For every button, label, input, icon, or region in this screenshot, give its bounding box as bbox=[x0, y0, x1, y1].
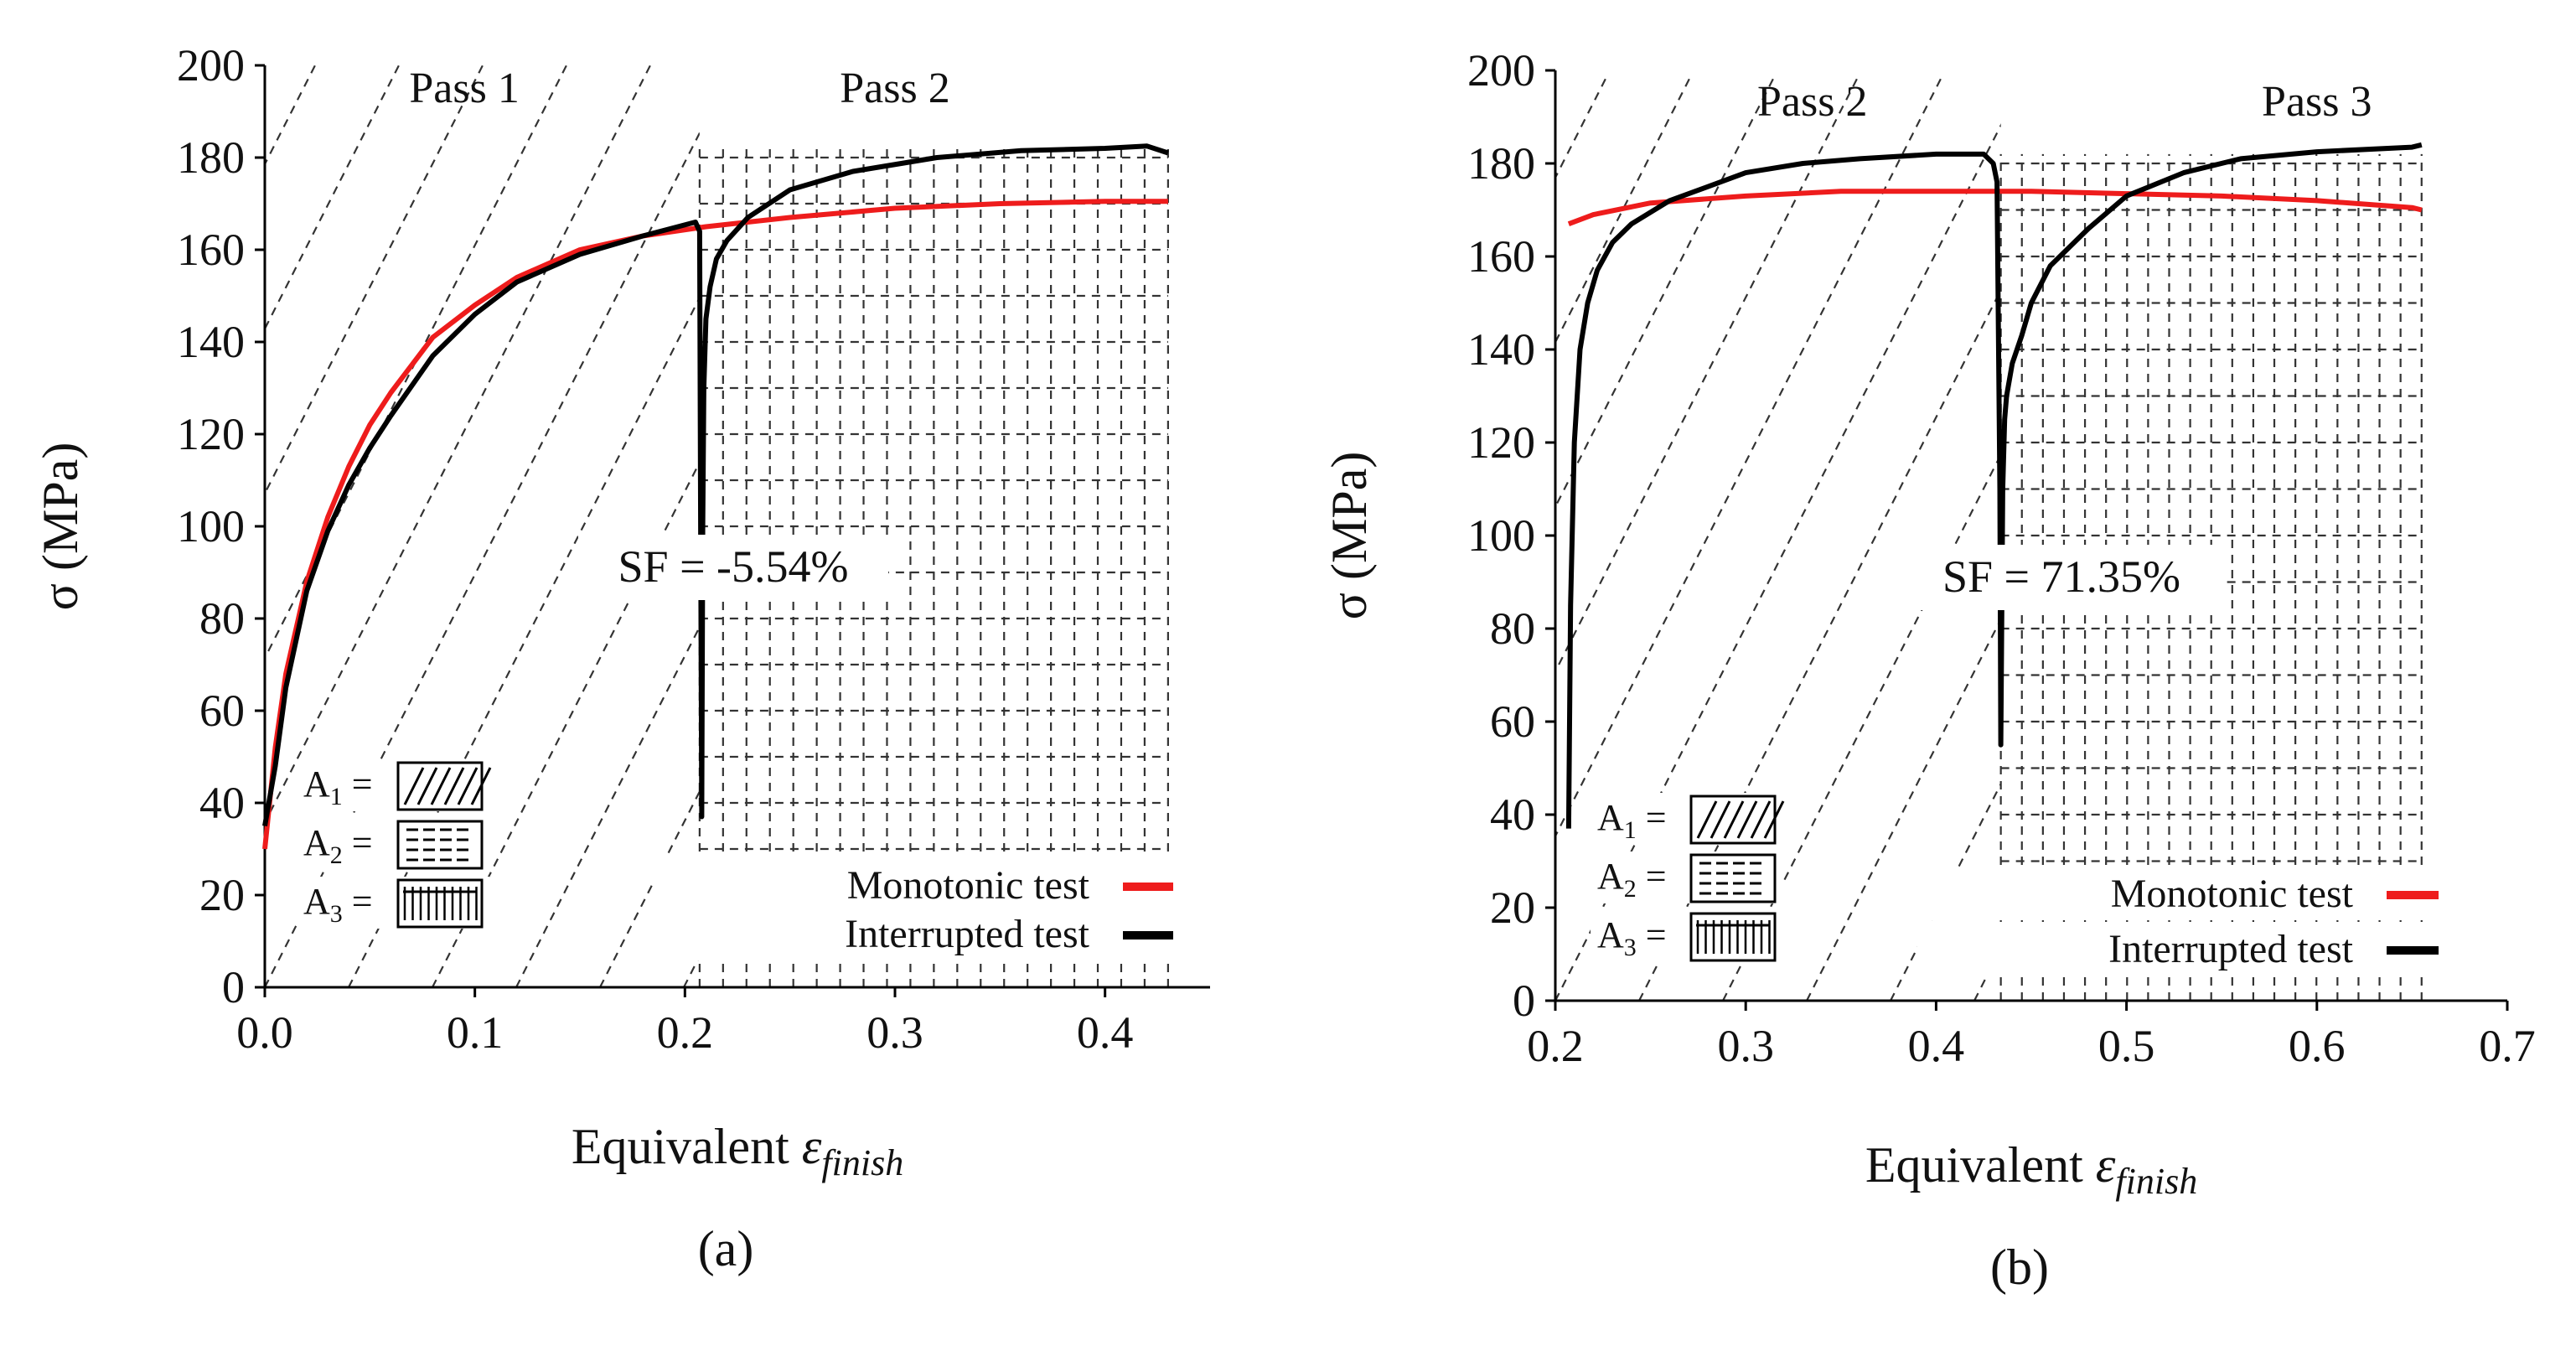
area-legend-label: A3 = bbox=[1597, 914, 1667, 961]
chart-panel-b: 0 20 40 60 80 100 120 140 160 180 200 0.2 0.3 0.4 0.5 0… bbox=[1322, 45, 2576, 1295]
y-tick-label: 100 bbox=[177, 501, 245, 551]
y-axis-label: σ (MPa) bbox=[33, 443, 88, 611]
monotonic-series-line bbox=[1567, 189, 2423, 227]
y-tick-label: 180 bbox=[1467, 138, 1535, 189]
pass-label: Pass 1 bbox=[409, 65, 519, 112]
y-tick-label: 0 bbox=[222, 962, 245, 1012]
sf-box bbox=[578, 535, 888, 600]
legend-bg bbox=[654, 907, 1190, 960]
hatch-line bbox=[2561, 79, 2576, 1001]
x-tick-label: 0.0 bbox=[236, 1007, 293, 1058]
hatch-line bbox=[265, 65, 651, 825]
y-tick-label: 0 bbox=[1513, 976, 1535, 1026]
y-tick-label: 140 bbox=[177, 317, 245, 367]
area-legend-label: A1 = bbox=[303, 763, 373, 810]
x-tick-label: 0.4 bbox=[1077, 1007, 1134, 1058]
y-tick-label: 40 bbox=[199, 778, 245, 828]
pass-label: Pass 3 bbox=[2262, 78, 2372, 126]
hatch-line bbox=[1522, 65, 1991, 987]
area-legend-label: A1 = bbox=[1597, 797, 1667, 844]
legend-label: Monotonic test bbox=[2111, 872, 2354, 916]
y-tick-label: 120 bbox=[1467, 417, 1535, 468]
pattern-line bbox=[430, 767, 452, 805]
hatch-line bbox=[1354, 65, 1823, 987]
pattern-line bbox=[1736, 800, 1758, 839]
pattern-line bbox=[457, 767, 478, 805]
monotonic-series-line bbox=[262, 199, 1168, 850]
area-legend-box bbox=[396, 820, 484, 870]
hatch-line bbox=[1555, 78, 1942, 838]
sf-box bbox=[1902, 545, 2221, 610]
pattern-line bbox=[403, 767, 425, 805]
x-tick-label: 0.7 bbox=[2479, 1021, 2536, 1071]
area-patterns bbox=[1555, 70, 2576, 1001]
x-axis-label: Equivalent εfinish bbox=[1865, 1137, 2197, 1202]
pattern-line bbox=[1696, 800, 1718, 839]
x-tick-label: 0.6 bbox=[2289, 1021, 2346, 1071]
x-tick-label: 0.4 bbox=[1908, 1021, 1965, 1071]
y-tick-label: 180 bbox=[177, 132, 245, 183]
interrupted-series-line bbox=[1565, 142, 2423, 829]
hatch-line bbox=[1186, 939, 1210, 987]
y-tick-label: 140 bbox=[1467, 324, 1535, 375]
interrupted-series-line bbox=[262, 143, 1169, 827]
sf-annotation: SF = 71.35% bbox=[1942, 551, 2180, 602]
y-tick-label: 100 bbox=[1467, 510, 1535, 561]
hatch-line bbox=[1555, 78, 1774, 510]
area-legend-label: A3 = bbox=[303, 881, 373, 928]
pattern-line bbox=[443, 767, 465, 805]
hatch-line bbox=[1555, 78, 2025, 1001]
y-axis-label: σ (MPa) bbox=[1322, 452, 1377, 620]
x-tick-label: 0.2 bbox=[657, 1007, 714, 1058]
sf-annotation: SF = -5.54% bbox=[618, 541, 849, 592]
x-tick-label: 0.2 bbox=[1527, 1021, 1584, 1071]
y-tick-label: 80 bbox=[1490, 603, 1535, 654]
x-axis-label: Equivalent εfinish bbox=[572, 1119, 903, 1183]
legend-label: Monotonic test bbox=[847, 863, 1090, 908]
pattern-line bbox=[1763, 800, 1785, 839]
x-tick-label: 0.5 bbox=[2098, 1021, 2155, 1071]
x-tick-label: 0.1 bbox=[447, 1007, 504, 1058]
pattern-line bbox=[416, 767, 438, 805]
legend-label: Interrupted test bbox=[845, 912, 1090, 956]
y-tick-label: 20 bbox=[199, 870, 245, 920]
y-tick-label: 160 bbox=[177, 225, 245, 275]
pattern-line bbox=[1710, 800, 1731, 839]
pass-label: Pass 2 bbox=[1757, 78, 1867, 126]
panel-caption: (a) bbox=[698, 1221, 754, 1276]
pass-label: Pass 2 bbox=[840, 65, 949, 112]
y-tick-label: 200 bbox=[1467, 45, 1535, 96]
pattern-line bbox=[1750, 800, 1772, 839]
area-legend-label: A2 = bbox=[1597, 856, 1667, 903]
y-tick-label: 20 bbox=[1490, 883, 1535, 933]
pattern-line bbox=[1723, 800, 1745, 839]
hatch-line bbox=[2527, 65, 2576, 987]
y-tick-label: 60 bbox=[199, 686, 245, 736]
x-tick-label: 0.3 bbox=[866, 1007, 923, 1058]
y-tick-label: 80 bbox=[199, 593, 245, 644]
hatch-line bbox=[1555, 78, 1690, 344]
y-tick-label: 160 bbox=[1467, 231, 1535, 282]
y-tick-label: 120 bbox=[177, 409, 245, 459]
legend-label: Interrupted test bbox=[2108, 927, 2354, 971]
hatch-line bbox=[1555, 78, 1858, 674]
area-legend-label: A2 = bbox=[303, 822, 373, 869]
panel-caption: (b) bbox=[1990, 1240, 2049, 1295]
hatch-line bbox=[265, 65, 484, 496]
y-tick-label: 60 bbox=[1490, 696, 1535, 747]
legend-bg bbox=[654, 858, 1190, 912]
y-tick-label: 200 bbox=[177, 40, 245, 91]
x-tick-label: 0.3 bbox=[1717, 1021, 1774, 1071]
legend-bg bbox=[1917, 922, 2454, 976]
pattern-line bbox=[470, 767, 492, 805]
hatch-line bbox=[265, 65, 400, 331]
legend-bg bbox=[1917, 867, 2454, 920]
area-legend-box bbox=[1689, 853, 1777, 903]
y-tick-label: 40 bbox=[1490, 789, 1535, 840]
